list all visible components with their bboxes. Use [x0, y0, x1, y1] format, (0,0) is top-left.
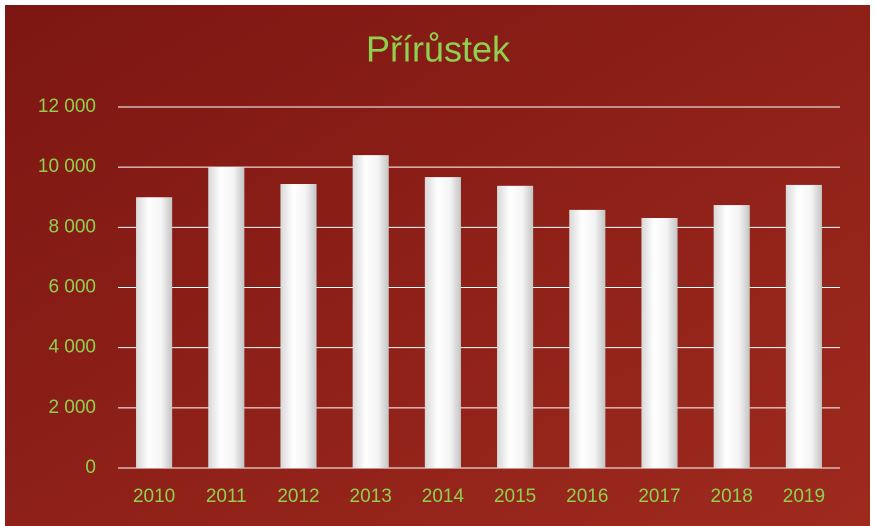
bar — [713, 205, 750, 469]
x-tick-label: 2012 — [277, 486, 319, 507]
bar — [136, 197, 173, 468]
x-tick-label: 2014 — [422, 486, 465, 507]
x-tick-label: 2017 — [638, 486, 680, 507]
x-tick-label: 2018 — [711, 486, 753, 507]
bar — [280, 184, 317, 468]
x-tick-label: 2013 — [350, 486, 392, 507]
bar — [208, 167, 245, 468]
bar — [785, 184, 822, 468]
bar — [641, 218, 678, 468]
y-tick-label: 4 000 — [48, 337, 96, 358]
bar — [497, 185, 534, 468]
y-tick-label: 2 000 — [48, 397, 96, 418]
x-tick-label: 2010 — [133, 486, 175, 507]
bar — [569, 209, 606, 468]
y-tick-label: 10 000 — [38, 156, 96, 177]
y-tick-label: 8 000 — [48, 216, 96, 237]
x-tick-label: 2015 — [494, 486, 536, 507]
bar — [352, 155, 389, 468]
y-tick-label: 0 — [85, 457, 96, 478]
bar — [424, 177, 461, 468]
x-tick-label: 2011 — [206, 486, 247, 507]
x-tick-label: 2019 — [783, 486, 825, 507]
x-tick-label: 2016 — [566, 486, 608, 507]
chart-title: Přírůstek — [366, 29, 511, 70]
y-tick-label: 12 000 — [38, 96, 96, 117]
y-tick-label: 6 000 — [48, 277, 96, 298]
